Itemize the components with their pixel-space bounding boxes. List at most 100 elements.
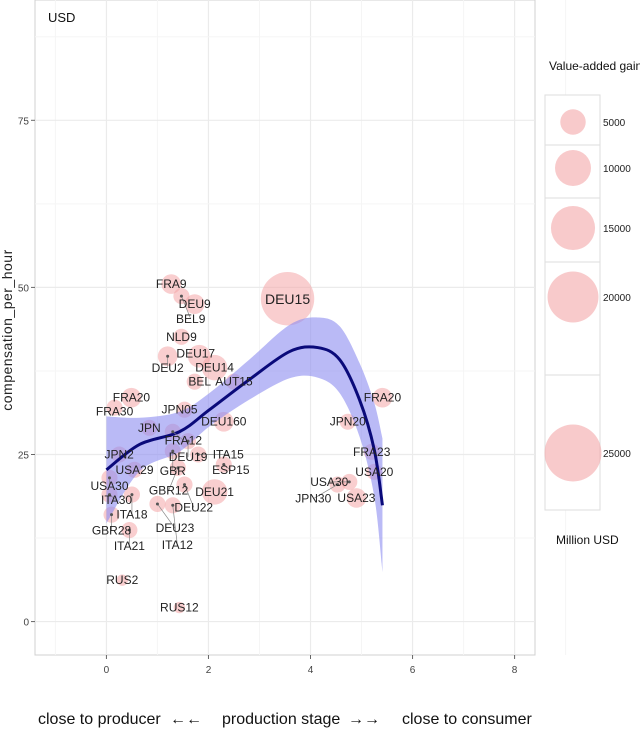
point-label: DEU22 — [174, 500, 213, 514]
legend-label: 20000 — [603, 293, 631, 304]
bubble-point — [173, 328, 190, 345]
point-label: USA20 — [355, 465, 393, 479]
point-label: ITA30 — [101, 493, 132, 507]
bubble-point — [121, 387, 142, 408]
legend-bubble — [547, 271, 599, 323]
point-label: JPN05 — [161, 403, 197, 417]
point-marker — [176, 466, 180, 470]
bubble-point — [339, 413, 356, 430]
point-label: FRA20 — [113, 391, 151, 405]
y-tick-label: 75 — [18, 116, 30, 127]
point-marker — [127, 528, 131, 532]
x-label-center: production stage — [222, 711, 340, 728]
legend-title: Value-added gain — [549, 59, 640, 73]
point-marker — [196, 452, 200, 456]
bubble-point — [201, 354, 228, 381]
y-tick-label: 25 — [18, 450, 30, 461]
point-marker — [130, 493, 134, 497]
label-leader-line — [168, 467, 179, 491]
x-arrow-left: ←← — [170, 711, 202, 728]
x-tick-label: 6 — [410, 665, 416, 676]
point-label: AUT15 — [215, 375, 253, 389]
legend-unit: Million USD — [556, 533, 619, 547]
point-marker — [107, 476, 111, 480]
bubble-point — [186, 373, 203, 390]
label-leader-line — [172, 431, 184, 441]
legend-label: 25000 — [603, 449, 631, 460]
y-tick-label: 0 — [23, 618, 29, 629]
y-tick-label: 50 — [18, 283, 30, 294]
point-label: ITA12 — [162, 538, 193, 552]
legend-bubble — [555, 150, 591, 186]
bubble-point — [372, 387, 393, 408]
point-label: DEU19 — [169, 450, 208, 464]
legend-label: 5000 — [603, 118, 626, 129]
legend-label: 15000 — [603, 224, 631, 235]
point-label: DEU21 — [195, 485, 234, 499]
bubble-point — [106, 399, 123, 416]
smooth-line — [105, 345, 384, 506]
bubble-point — [201, 479, 228, 505]
y-axis-label: compensation_per_hour — [0, 249, 15, 411]
point-label: DEU23 — [156, 521, 195, 535]
bubble-point — [173, 601, 186, 614]
label-leader-lines — [107, 294, 351, 547]
point-marker — [182, 483, 186, 487]
point-marker — [171, 430, 175, 434]
point-label: DEU160 — [201, 415, 247, 429]
point-label: JPN30 — [295, 492, 331, 506]
point-label: ESP15 — [212, 463, 250, 477]
point-label: NLD9 — [166, 330, 197, 344]
label-leader-line — [313, 484, 338, 499]
point-label: USA30 — [310, 475, 348, 489]
bubble-point — [161, 274, 182, 294]
legend-bubble — [544, 424, 602, 482]
x-tick-label: 2 — [206, 665, 212, 676]
legend: Value-added gain Million USD 5000 10000 15… — [544, 59, 640, 547]
point-marker — [179, 294, 183, 298]
point-label: ITA21 — [114, 539, 145, 553]
point-label: JPN — [138, 421, 161, 435]
point-marker — [222, 463, 226, 467]
point-marker — [347, 480, 351, 484]
x-tick-label: 4 — [308, 665, 314, 676]
x-label-right: close to consumer — [402, 711, 533, 728]
point-label: ITA15 — [213, 447, 244, 461]
point-marker — [155, 502, 159, 506]
point-label: DEU15 — [265, 291, 310, 307]
point-label: USA23 — [337, 491, 375, 505]
bubble-point — [116, 574, 128, 586]
plot-panel — [34, 0, 536, 656]
point-label: GBR12 — [149, 484, 189, 498]
point-marker — [186, 439, 190, 443]
point-label: FRA23 — [353, 445, 391, 459]
label-leader-line — [181, 295, 192, 320]
point-label: FRA9 — [156, 277, 187, 291]
label-leader-line — [223, 464, 232, 471]
point-label: USA29 — [115, 463, 153, 477]
point-label: RUS12 — [160, 601, 199, 615]
point-label: DEU9 — [179, 297, 211, 311]
point-label: BEL — [188, 375, 211, 389]
point-label: JPN2 — [105, 447, 135, 461]
point-marker — [171, 449, 175, 453]
point-labels: DEU15 DEU14 DEU21 DEU17 FRA9 DEU9 DEU2 FRA20 DEU… — [90, 277, 401, 614]
x-tick-label: 0 — [104, 665, 110, 676]
point-label: DEU17 — [176, 346, 215, 360]
label-leader-line — [172, 505, 178, 546]
point-marker — [110, 513, 114, 517]
x-tick-label: 8 — [512, 665, 518, 676]
point-marker — [166, 354, 170, 358]
point-marker — [171, 503, 175, 507]
legend-bubble — [550, 205, 596, 251]
point-label: JPN20 — [330, 415, 366, 429]
bubble-point — [260, 272, 315, 326]
legend-label: 10000 — [603, 164, 631, 175]
confidence-band — [105, 317, 384, 573]
point-label: ITA18 — [116, 508, 147, 522]
point-label: FRA12 — [165, 433, 203, 447]
point-label: USA30 — [90, 479, 128, 493]
bubble-point — [184, 294, 205, 314]
point-label: FRA20 — [364, 391, 402, 405]
